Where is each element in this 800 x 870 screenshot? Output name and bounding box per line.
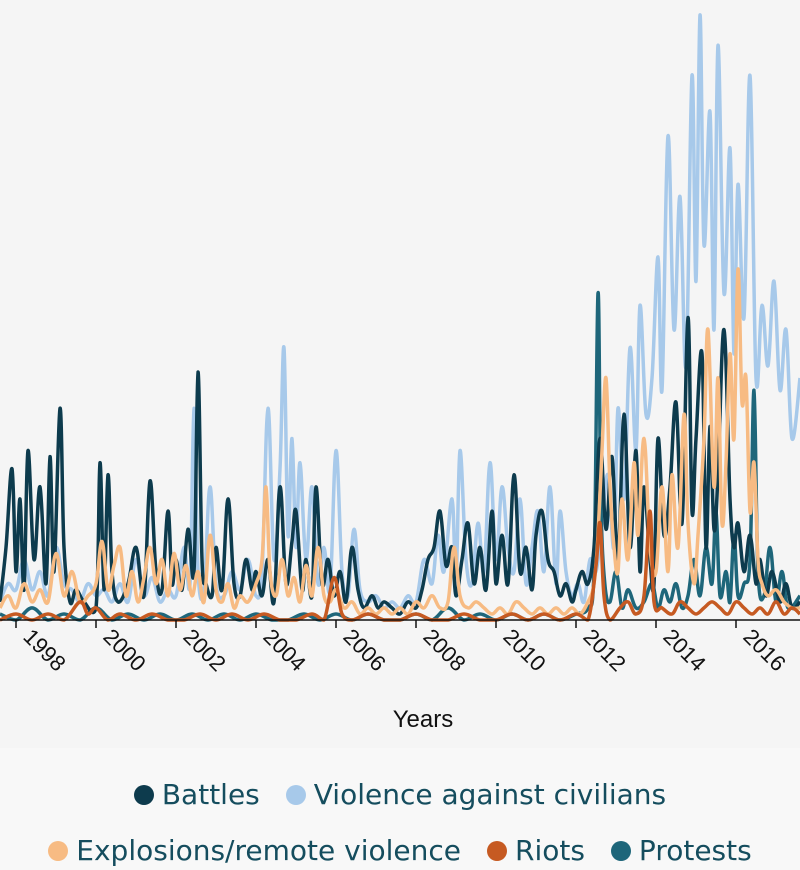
series-line-explosions-remote-violence	[0, 267, 800, 616]
legend-row-1: Battles Violence against civilians	[0, 778, 800, 811]
x-tick-label: 2012	[578, 624, 630, 676]
x-axis-title: Years	[393, 706, 454, 733]
legend-item-riots[interactable]: Riots	[486, 834, 585, 867]
x-tick-label: 2008	[418, 624, 470, 676]
series-line-violence-against-civilians	[0, 13, 800, 610]
legend-item-violence-against-civilians[interactable]: Violence against civilians	[285, 778, 667, 811]
chart-legend: Battles Violence against civilians Explos…	[0, 748, 800, 870]
x-tick-label: 2010	[498, 624, 550, 676]
legend-label: Explosions/remote violence	[76, 834, 461, 867]
series-line-battles	[0, 315, 800, 616]
x-tick-label: 2006	[338, 624, 390, 676]
series-line-riots	[0, 509, 800, 622]
chart-area: 1998 2000 2002 2004 2006 2008 2010 2012 2014 2016…	[0, 13, 800, 733]
x-tick-label: 2002	[178, 624, 230, 676]
x-tick-label: 2000	[98, 624, 150, 676]
legend-dot-icon	[610, 840, 631, 861]
legend-label: Protests	[638, 834, 752, 867]
legend-row-2: Explosions/remote violence Riots Protests	[0, 834, 800, 867]
x-tick-label: 2016	[738, 624, 790, 676]
legend-label: Riots	[514, 834, 585, 867]
legend-item-protests[interactable]: Protests	[610, 834, 752, 867]
x-tick-label: 2004	[258, 624, 310, 676]
series-lines	[0, 13, 800, 622]
legend-item-explosions-remote-violence[interactable]: Explosions/remote violence	[48, 834, 461, 867]
x-axis-ticks: 1998 2000 2002 2004 2006 2008 2010 2012 2014 2016…	[15, 620, 791, 676]
legend-dot-icon	[285, 784, 306, 805]
legend-dot-icon	[486, 840, 507, 861]
legend-dot-icon	[48, 840, 69, 861]
x-tick-label: 2014	[658, 624, 710, 676]
legend-item-battles[interactable]: Battles	[133, 778, 260, 811]
legend-dot-icon	[133, 784, 154, 805]
legend-label: Battles	[161, 778, 260, 811]
legend-label: Violence against civilians	[313, 778, 667, 811]
x-tick-label: 1998	[18, 624, 70, 676]
line-chart: 1998 2000 2002 2004 2006 2008 2010 2012 2014 2016…	[0, 13, 800, 733]
